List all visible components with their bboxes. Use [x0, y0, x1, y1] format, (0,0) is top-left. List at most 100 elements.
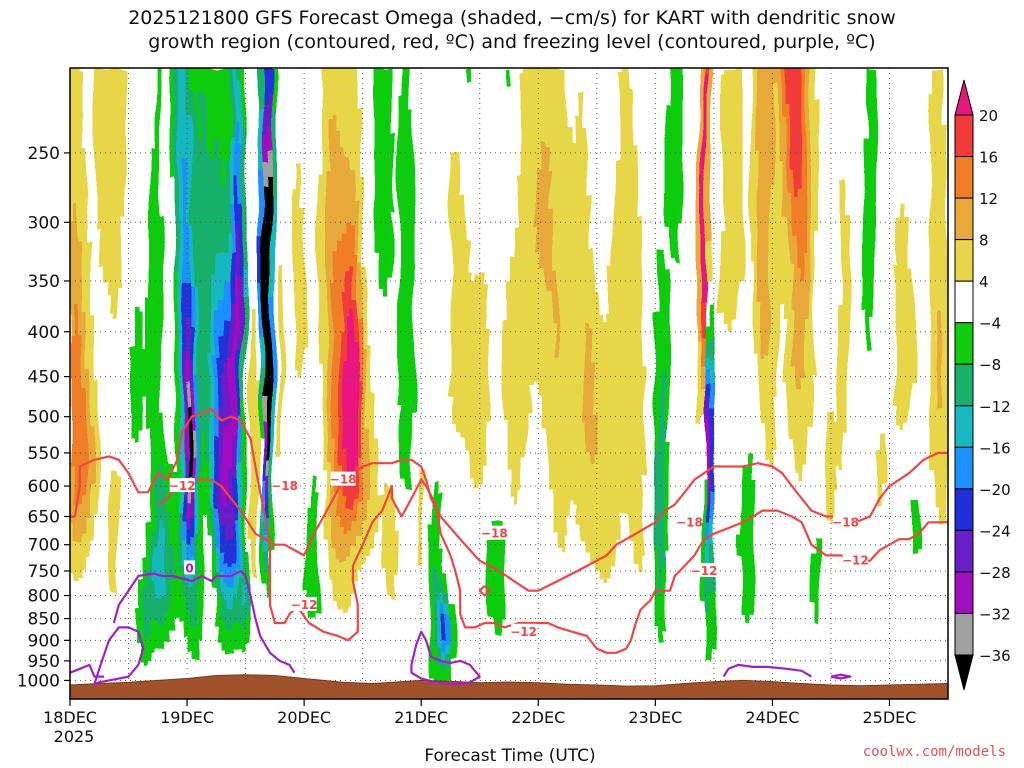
- omega-cell: [122, 68, 127, 217]
- omega-cell: [754, 148, 759, 357]
- omega-cell: [446, 592, 451, 605]
- omega-cell: [706, 384, 711, 397]
- omega-cell: [350, 532, 355, 561]
- omega-cell: [214, 548, 219, 573]
- omega-cell: [526, 68, 531, 417]
- omega-cell: [70, 68, 75, 221]
- omega-cell: [190, 536, 195, 557]
- freezing-level-contour: [410, 630, 481, 686]
- omega-cell: [238, 620, 243, 649]
- omega-cell: [230, 528, 235, 565]
- omega-cell: [442, 616, 447, 645]
- omega-cell: [234, 596, 239, 621]
- omega-cell: [406, 68, 411, 489]
- omega-cell: [146, 524, 151, 573]
- omega-cell: [450, 604, 455, 661]
- omega-cell: [182, 520, 187, 541]
- omega-cell: [86, 240, 91, 369]
- omega-cell: [626, 68, 631, 541]
- omega-cell: [186, 352, 191, 381]
- omega-cell: [786, 264, 791, 381]
- omega-cell: [70, 220, 75, 337]
- omega-cell: [706, 368, 711, 385]
- omega-cell: [794, 68, 799, 197]
- omega-cell: [230, 628, 235, 653]
- omega-cell: [442, 672, 447, 689]
- omega-cell: [270, 200, 275, 297]
- omega-cell: [550, 208, 555, 325]
- omega-cell: [190, 432, 195, 461]
- omega-cell: [154, 480, 159, 553]
- omega-cell: [270, 296, 275, 389]
- omega-cell: [710, 592, 715, 649]
- omega-cell: [206, 464, 211, 537]
- dgz-label: −18: [832, 515, 859, 529]
- omega-cell: [662, 420, 667, 565]
- omega-cell: [786, 192, 791, 265]
- omega-cell: [258, 168, 263, 241]
- colorbar-swatch: [954, 197, 974, 241]
- omega-cell: [498, 536, 503, 617]
- omega-cell: [550, 68, 555, 209]
- dgz-label: −18: [271, 479, 298, 493]
- omega-cell: [878, 452, 883, 505]
- omega-cell: [558, 68, 563, 553]
- omega-cell: [214, 272, 219, 357]
- omega-cell: [810, 556, 815, 605]
- pressure-axis: 2503003504004505005506006507007508008509…: [17, 144, 70, 691]
- omega-cell: [938, 408, 943, 525]
- omega-cell: [218, 312, 223, 361]
- omega-cell: [238, 204, 243, 277]
- omega-cell: [262, 132, 267, 161]
- omega-cell: [942, 124, 947, 521]
- omega-cell: [166, 612, 171, 641]
- omega-cell: [150, 536, 155, 621]
- omega-cell: [702, 68, 707, 77]
- omega-cell: [190, 516, 195, 537]
- omega-cell: [706, 396, 711, 417]
- omega-cell: [658, 596, 663, 645]
- omega-cell: [222, 564, 227, 585]
- omega-cell: [194, 628, 199, 661]
- y-tick-label: 850: [28, 610, 60, 630]
- omega-cell: [78, 336, 83, 505]
- omega-cell: [226, 324, 231, 365]
- omega-cell: [630, 88, 635, 565]
- omega-cell: [110, 472, 115, 593]
- omega-cell: [894, 264, 899, 405]
- omega-cell: [766, 356, 771, 469]
- colorbar-swatch: [954, 612, 974, 656]
- omega-cell: [710, 408, 715, 493]
- omega-cell: [186, 544, 191, 565]
- omega-cell: [270, 68, 275, 109]
- colorbar-label: −24: [979, 522, 1011, 540]
- omega-cell: [706, 568, 711, 613]
- omega-cell: [798, 280, 803, 389]
- colorbar-swatch: [954, 446, 974, 490]
- omega-cell: [258, 336, 263, 369]
- omega-cell: [358, 384, 363, 457]
- omega-cell: [142, 636, 147, 665]
- omega-cell: [362, 268, 367, 353]
- omega-cell: [142, 348, 147, 397]
- omega-cell: [582, 324, 587, 421]
- omega-cell: [194, 68, 199, 141]
- omega-cell: [230, 360, 235, 469]
- omega-cell: [186, 284, 191, 321]
- omega-cell: [938, 68, 943, 313]
- omega-cell: [262, 188, 267, 397]
- omega-cell: [470, 284, 475, 477]
- omega-cell: [326, 68, 331, 173]
- omega-cell: [678, 68, 683, 225]
- omega-cell: [86, 368, 91, 517]
- omega-cell: [698, 68, 703, 341]
- omega-cell: [546, 168, 551, 293]
- omega-cell: [266, 148, 271, 177]
- omega-cell: [438, 572, 443, 601]
- omega-cell: [870, 68, 875, 317]
- omega-cell: [254, 380, 259, 577]
- omega-cell: [146, 296, 151, 429]
- omega-cell: [266, 68, 271, 93]
- omega-cell: [222, 340, 227, 377]
- omega-cell: [294, 188, 299, 373]
